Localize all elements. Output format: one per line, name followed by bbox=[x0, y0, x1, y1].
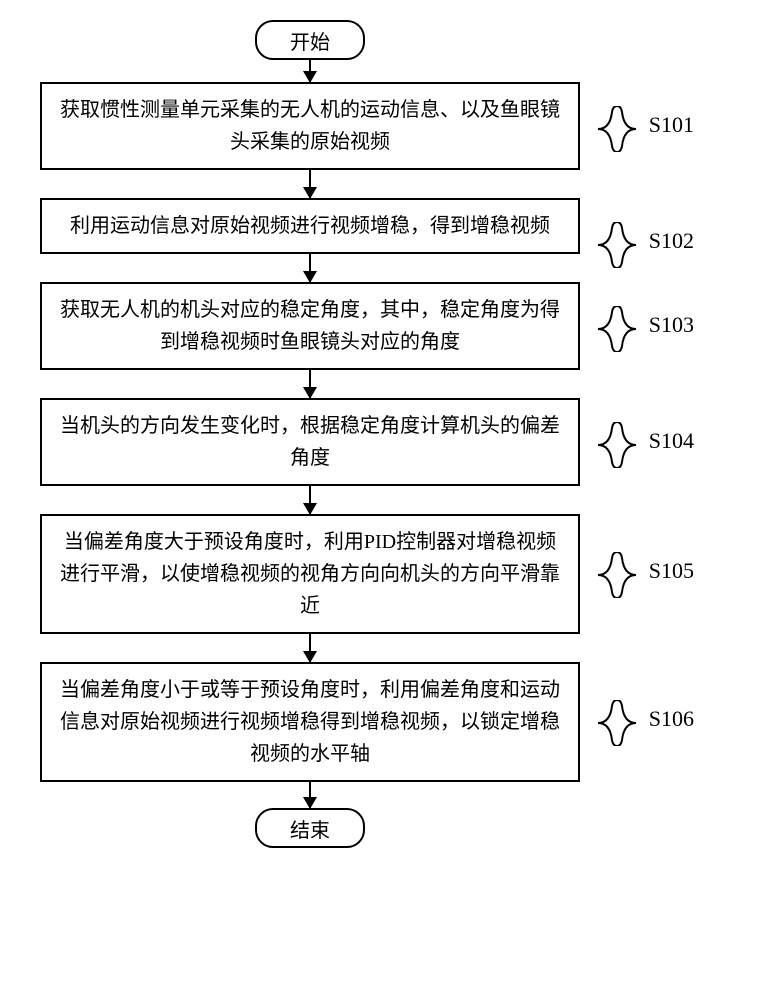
step-label-s104: S104 bbox=[649, 428, 694, 454]
arrow-1 bbox=[0, 170, 762, 198]
step-row-3: 获取无人机的机头对应的稳定角度，其中，稳定角度为得到增稳视频时鱼眼镜头对应的角度… bbox=[0, 282, 762, 370]
step-label-s105: S105 bbox=[649, 558, 694, 584]
arrow-line bbox=[309, 782, 311, 808]
process-box-s104: 当机头的方向发生变化时，根据稳定角度计算机头的偏差角度 bbox=[40, 398, 580, 486]
process-text: 利用运动信息对原始视频进行视频增稳，得到增稳视频 bbox=[70, 210, 550, 242]
arrow-start bbox=[0, 60, 762, 82]
arrow-line bbox=[309, 60, 311, 82]
process-box-s105: 当偏差角度大于预设角度时，利用PID控制器对增稳视频进行平滑，以使增稳视频的视角… bbox=[40, 514, 580, 634]
arrow-line bbox=[309, 634, 311, 662]
process-box-s103: 获取无人机的机头对应的稳定角度，其中，稳定角度为得到增稳视频时鱼眼镜头对应的角度 bbox=[40, 282, 580, 370]
process-text: 当机头的方向发生变化时，根据稳定角度计算机头的偏差角度 bbox=[56, 410, 564, 474]
arrow-5 bbox=[0, 634, 762, 662]
arrow-line bbox=[309, 486, 311, 514]
start-label: 开始 bbox=[290, 26, 330, 55]
label-curve bbox=[598, 106, 636, 152]
step-label-s103: S103 bbox=[649, 312, 694, 338]
process-box-s101: 获取惯性测量单元采集的无人机的运动信息、以及鱼眼镜头采集的原始视频 bbox=[40, 82, 580, 170]
step-row-4: 当机头的方向发生变化时，根据稳定角度计算机头的偏差角度 S104 bbox=[0, 398, 762, 486]
arrow-line bbox=[309, 254, 311, 282]
process-text: 当偏差角度大于预设角度时，利用PID控制器对增稳视频进行平滑，以使增稳视频的视角… bbox=[56, 526, 564, 622]
label-curve bbox=[598, 700, 636, 746]
flowchart-container: 开始 获取惯性测量单元采集的无人机的运动信息、以及鱼眼镜头采集的原始视频 S10… bbox=[0, 0, 762, 868]
step-row-6: 当偏差角度小于或等于预设角度时，利用偏差角度和运动信息对原始视频进行视频增稳得到… bbox=[0, 662, 762, 782]
step-row-5: 当偏差角度大于预设角度时，利用PID控制器对增稳视频进行平滑，以使增稳视频的视角… bbox=[0, 514, 762, 634]
process-text: 获取无人机的机头对应的稳定角度，其中，稳定角度为得到增稳视频时鱼眼镜头对应的角度 bbox=[56, 294, 564, 358]
start-terminal-row: 开始 bbox=[0, 20, 762, 60]
process-text: 当偏差角度小于或等于预设角度时，利用偏差角度和运动信息对原始视频进行视频增稳得到… bbox=[56, 674, 564, 770]
step-label-s102: S102 bbox=[649, 228, 694, 254]
step-row-1: 获取惯性测量单元采集的无人机的运动信息、以及鱼眼镜头采集的原始视频 S101 bbox=[0, 82, 762, 170]
step-label-s106: S106 bbox=[649, 706, 694, 732]
process-box-s102: 利用运动信息对原始视频进行视频增稳，得到增稳视频 bbox=[40, 198, 580, 254]
end-label: 结束 bbox=[290, 814, 330, 843]
label-curve bbox=[598, 552, 636, 598]
process-box-s106: 当偏差角度小于或等于预设角度时，利用偏差角度和运动信息对原始视频进行视频增稳得到… bbox=[40, 662, 580, 782]
arrow-end bbox=[0, 782, 762, 808]
end-terminal-row: 结束 bbox=[0, 808, 762, 848]
arrow-line bbox=[309, 370, 311, 398]
start-terminal: 开始 bbox=[255, 20, 365, 60]
end-terminal: 结束 bbox=[255, 808, 365, 848]
step-row-2: 利用运动信息对原始视频进行视频增稳，得到增稳视频 S102 bbox=[0, 198, 762, 254]
step-label-s101: S101 bbox=[649, 112, 694, 138]
arrow-3 bbox=[0, 370, 762, 398]
label-curve bbox=[598, 422, 636, 468]
process-text: 获取惯性测量单元采集的无人机的运动信息、以及鱼眼镜头采集的原始视频 bbox=[56, 94, 564, 158]
label-curve bbox=[598, 306, 636, 352]
arrow-4 bbox=[0, 486, 762, 514]
arrow-line bbox=[309, 170, 311, 198]
arrow-2 bbox=[0, 254, 762, 282]
